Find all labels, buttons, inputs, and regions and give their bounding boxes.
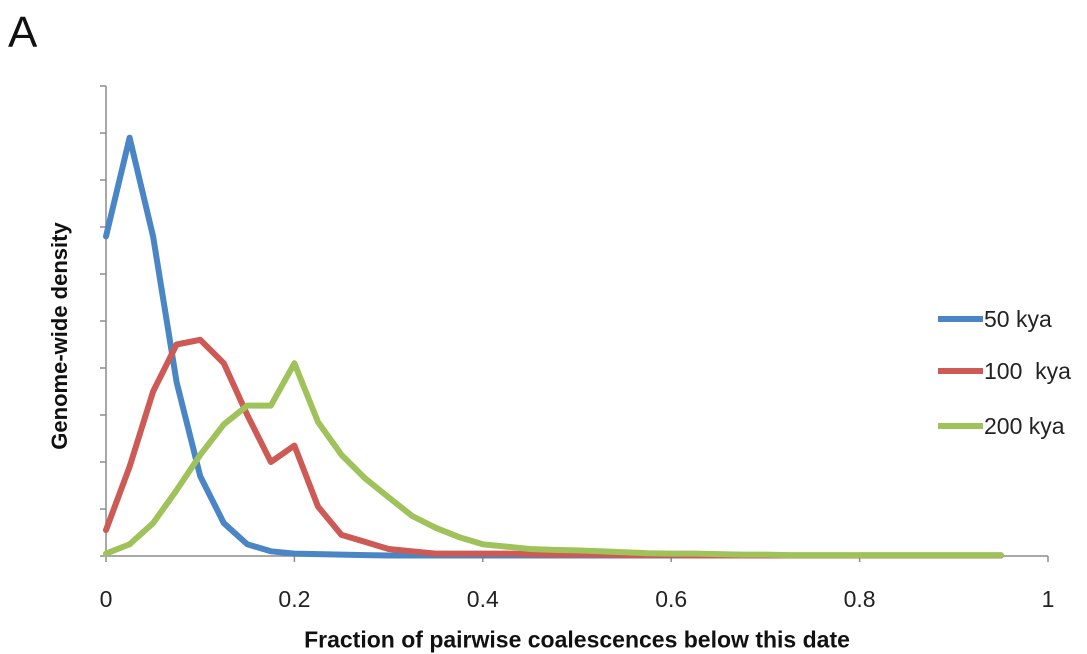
x-tick-label: 1 (1042, 586, 1055, 612)
legend: 50 kya 100 kya 200 kya (938, 306, 1071, 439)
axes: 0 0.2 0.4 0.6 0.8 1 (100, 85, 1055, 612)
x-tick-label: 0 (100, 586, 113, 612)
legend-label-3: 200 kya (984, 413, 1065, 439)
series-lines (103, 134, 1004, 559)
series-line-2 (103, 336, 1004, 559)
x-tick-label: 0.6 (655, 586, 687, 612)
legend-label-1: 50 kya (984, 306, 1052, 332)
series-line-3 (103, 360, 1004, 559)
panel-letter: A (8, 8, 38, 57)
x-tick-label: 0.4 (467, 586, 499, 612)
x-axis-label: Fraction of pairwise coalescences below … (304, 626, 850, 653)
x-tick-label: 0.8 (844, 586, 876, 612)
x-tick-label: 0.2 (278, 586, 310, 612)
legend-label-2: 100 kya (984, 358, 1071, 384)
series-line-1 (103, 134, 1004, 559)
